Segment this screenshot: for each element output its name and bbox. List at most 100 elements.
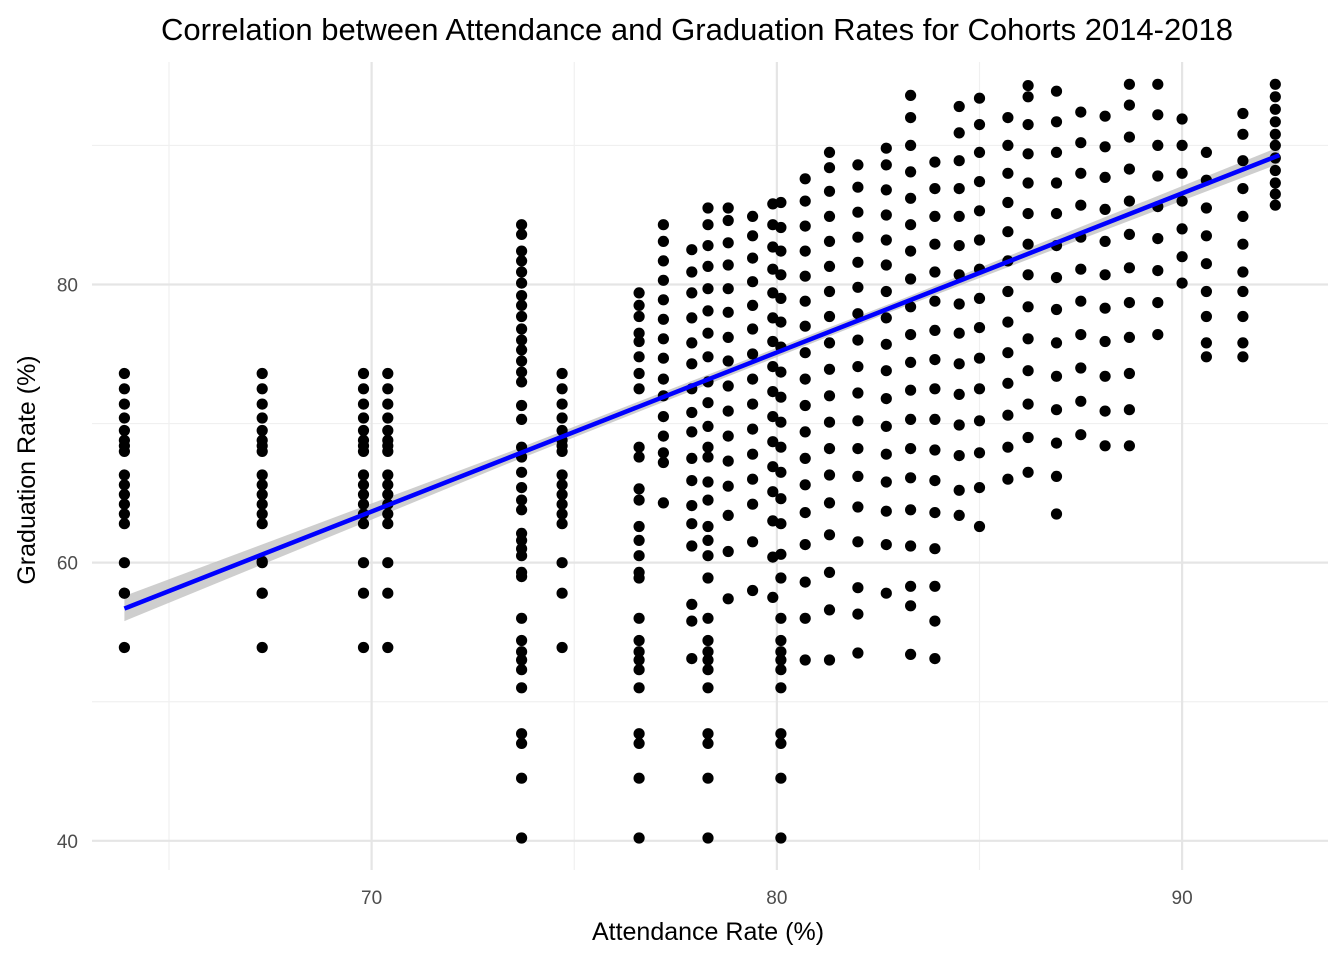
- data-point: [633, 335, 645, 348]
- data-point: [686, 615, 698, 627]
- data-point: [823, 390, 836, 402]
- data-point: [702, 305, 714, 317]
- data-point: [973, 205, 986, 217]
- data-point: [722, 593, 734, 605]
- data-point: [722, 355, 734, 367]
- data-point: [256, 383, 268, 395]
- data-point: [880, 539, 892, 551]
- data-point: [1237, 155, 1249, 167]
- data-point: [1123, 297, 1135, 309]
- data-point: [775, 493, 787, 505]
- data-point: [852, 387, 864, 399]
- data-point: [973, 292, 986, 304]
- data-point: [775, 221, 787, 234]
- data-point: [1050, 337, 1063, 349]
- data-point: [1237, 266, 1249, 278]
- data-point: [929, 156, 941, 168]
- data-point: [357, 587, 370, 599]
- data-point: [747, 230, 759, 242]
- data-point: [657, 294, 670, 306]
- data-point: [1099, 235, 1111, 247]
- data-point: [1050, 508, 1063, 520]
- data-point: [1269, 177, 1281, 189]
- data-point: [905, 413, 917, 425]
- data-point: [823, 469, 836, 481]
- data-point: [905, 504, 917, 516]
- data-point: [382, 641, 394, 654]
- data-point: [1176, 277, 1188, 289]
- data-point: [686, 540, 698, 552]
- data-point: [702, 260, 714, 272]
- data-point: [702, 534, 714, 547]
- data-point: [905, 273, 917, 285]
- data-point: [1099, 440, 1111, 452]
- data-point: [775, 612, 787, 624]
- data-point: [823, 416, 836, 428]
- data-point: [1269, 188, 1281, 200]
- data-point: [686, 358, 698, 370]
- data-point: [1099, 171, 1111, 183]
- data-point: [686, 287, 698, 299]
- data-point: [775, 832, 787, 844]
- data-point: [702, 654, 714, 666]
- data-point: [256, 412, 268, 424]
- data-point: [799, 452, 811, 464]
- data-point: [1022, 365, 1034, 377]
- data-point: [702, 612, 714, 624]
- data-point: [852, 231, 864, 243]
- data-point: [357, 434, 370, 446]
- data-point: [953, 327, 965, 339]
- data-point: [799, 479, 811, 491]
- data-point: [1237, 107, 1249, 120]
- data-point: [852, 647, 864, 659]
- data-point: [823, 337, 836, 349]
- data-point: [929, 653, 941, 665]
- data-point: [929, 615, 941, 627]
- data-point: [1269, 139, 1281, 151]
- data-point: [1237, 351, 1249, 363]
- data-point: [382, 508, 394, 520]
- data-point: [823, 604, 836, 616]
- data-point: [799, 399, 811, 412]
- data-point: [823, 185, 836, 197]
- data-point: [256, 555, 268, 567]
- data-point: [702, 202, 714, 214]
- data-point: [686, 653, 698, 665]
- data-point: [747, 299, 759, 311]
- data-point: [1200, 230, 1212, 242]
- data-point: [702, 283, 714, 295]
- data-point: [852, 415, 864, 427]
- data-point: [1123, 78, 1135, 90]
- data-point: [633, 534, 645, 547]
- data-point: [880, 393, 892, 405]
- data-point: [516, 646, 528, 658]
- data-point: [357, 641, 370, 654]
- data-point: [1002, 167, 1014, 179]
- data-point: [1050, 370, 1063, 382]
- data-point: [657, 497, 670, 509]
- data-point: [657, 274, 670, 286]
- data-point: [516, 255, 528, 267]
- data-point: [823, 566, 836, 579]
- data-point: [880, 184, 892, 196]
- data-point: [1050, 470, 1063, 482]
- data-point: [722, 405, 734, 417]
- data-point: [973, 234, 986, 246]
- data-point: [686, 244, 698, 256]
- data-point: [1237, 285, 1249, 298]
- data-point: [702, 682, 714, 694]
- data-point: [702, 240, 714, 252]
- data-point: [1050, 272, 1063, 284]
- data-point: [1022, 431, 1034, 444]
- data-point: [929, 413, 941, 425]
- data-point: [929, 383, 941, 395]
- data-point: [633, 832, 645, 844]
- data-point: [633, 310, 645, 323]
- data-point: [929, 266, 941, 278]
- data-point: [516, 277, 528, 289]
- data-point: [118, 508, 130, 520]
- data-point: [382, 587, 394, 599]
- y-tick-label: 60: [57, 554, 78, 575]
- data-point: [556, 479, 568, 491]
